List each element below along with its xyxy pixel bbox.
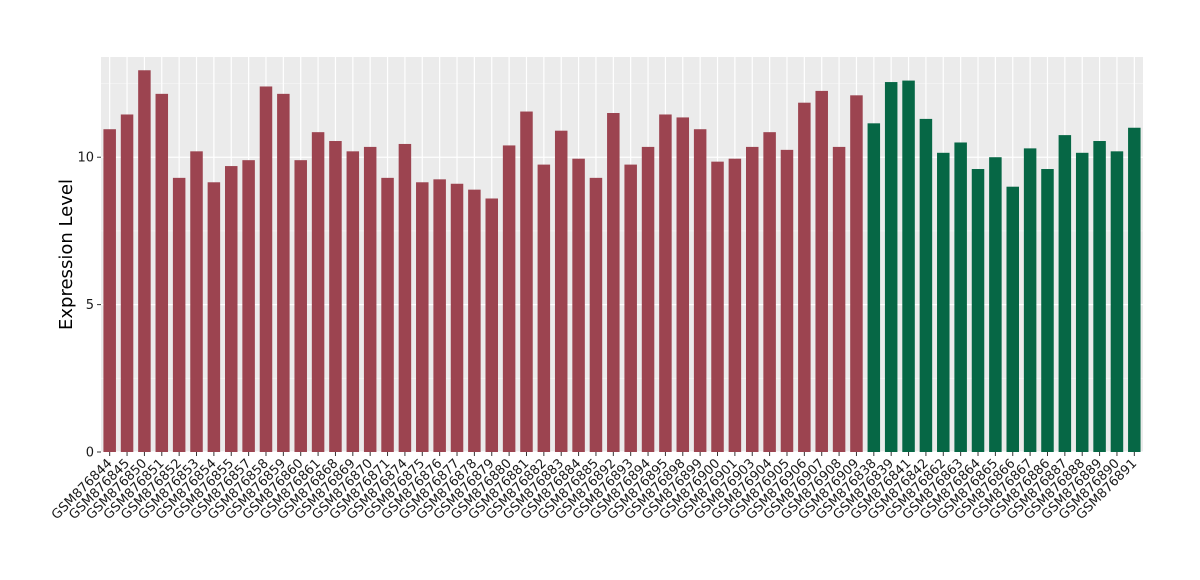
y-tick-label: 10: [77, 151, 94, 166]
bar-GSM876852: [172, 177, 186, 452]
bar-GSM876851: [155, 93, 169, 452]
bar-GSM876882: [537, 164, 551, 453]
bar-GSM876877: [450, 183, 464, 453]
bar-GSM876842: [919, 118, 933, 452]
bar-GSM876857: [242, 160, 255, 453]
bar-GSM876859: [277, 93, 290, 452]
bar-GSM876850: [138, 70, 151, 452]
bars: [103, 70, 1141, 453]
bar-GSM876892: [607, 113, 620, 453]
bar-GSM876888: [1075, 152, 1089, 452]
bar-GSM876895: [659, 114, 672, 452]
bar-GSM876864: [971, 169, 985, 452]
bar-GSM876876: [433, 179, 446, 452]
plot-panel: [101, 57, 1143, 452]
bar-GSM876863: [954, 142, 967, 452]
bar-GSM876862: [937, 152, 950, 452]
bar-GSM876875: [416, 182, 429, 452]
bar-GSM876881: [520, 111, 533, 453]
bar-GSM876901: [728, 158, 742, 452]
bar-GSM876898: [676, 117, 690, 452]
bar-GSM876885: [589, 177, 603, 452]
bar-GSM876855: [224, 166, 238, 452]
bar-GSM876899: [693, 129, 707, 452]
bar-GSM876869: [346, 151, 360, 452]
bar-GSM876890: [1110, 151, 1124, 452]
bar-GSM876844: [103, 129, 116, 452]
bar-GSM876854: [207, 182, 221, 452]
y-axis-title: Expression Level: [56, 179, 77, 330]
bar-GSM876903: [745, 146, 759, 452]
bar-GSM876853: [190, 151, 203, 452]
bar-GSM876841: [902, 80, 915, 452]
bar-GSM876861: [311, 132, 325, 452]
bar-GSM876880: [502, 145, 516, 452]
bar-GSM876904: [763, 132, 776, 452]
bar-GSM876867: [1023, 148, 1037, 452]
x-axis: GSM876844GSM876845GSM876850GSM876851GSM8…: [49, 452, 1140, 523]
bar-GSM876906: [798, 102, 811, 452]
bar-GSM876868: [329, 141, 342, 452]
bar-GSM876909: [850, 95, 863, 452]
bar-GSM876838: [867, 123, 881, 453]
bar-GSM876905: [780, 149, 794, 452]
bar-GSM876907: [815, 90, 828, 452]
bar-GSM876870: [363, 146, 377, 452]
bar-GSM876874: [398, 143, 412, 452]
bar-GSM876887: [1058, 135, 1072, 453]
bar-GSM876883: [554, 130, 568, 452]
bar-GSM876908: [832, 146, 846, 452]
bar-GSM876871: [381, 177, 394, 452]
bar-GSM876866: [1006, 186, 1020, 453]
bar-GSM876845: [120, 114, 134, 452]
bar-GSM876889: [1093, 141, 1106, 452]
y-tick-label: 0: [86, 446, 94, 461]
bar-GSM876891: [1128, 127, 1141, 452]
y-axis: 0 5 10: [77, 151, 101, 461]
y-tick-label: 5: [86, 298, 94, 313]
bar-GSM876900: [711, 161, 724, 453]
bar-GSM876839: [884, 82, 898, 452]
bar-GSM876894: [641, 146, 655, 452]
bar-GSM876879: [485, 198, 499, 452]
bar-GSM876878: [468, 189, 481, 453]
bar-GSM876865: [989, 157, 1002, 452]
bar-GSM876893: [624, 164, 637, 453]
bar-GSM876860: [294, 160, 307, 453]
bar-GSM876858: [259, 86, 273, 453]
bar-GSM876884: [572, 158, 585, 452]
bar-GSM876886: [1041, 169, 1054, 452]
